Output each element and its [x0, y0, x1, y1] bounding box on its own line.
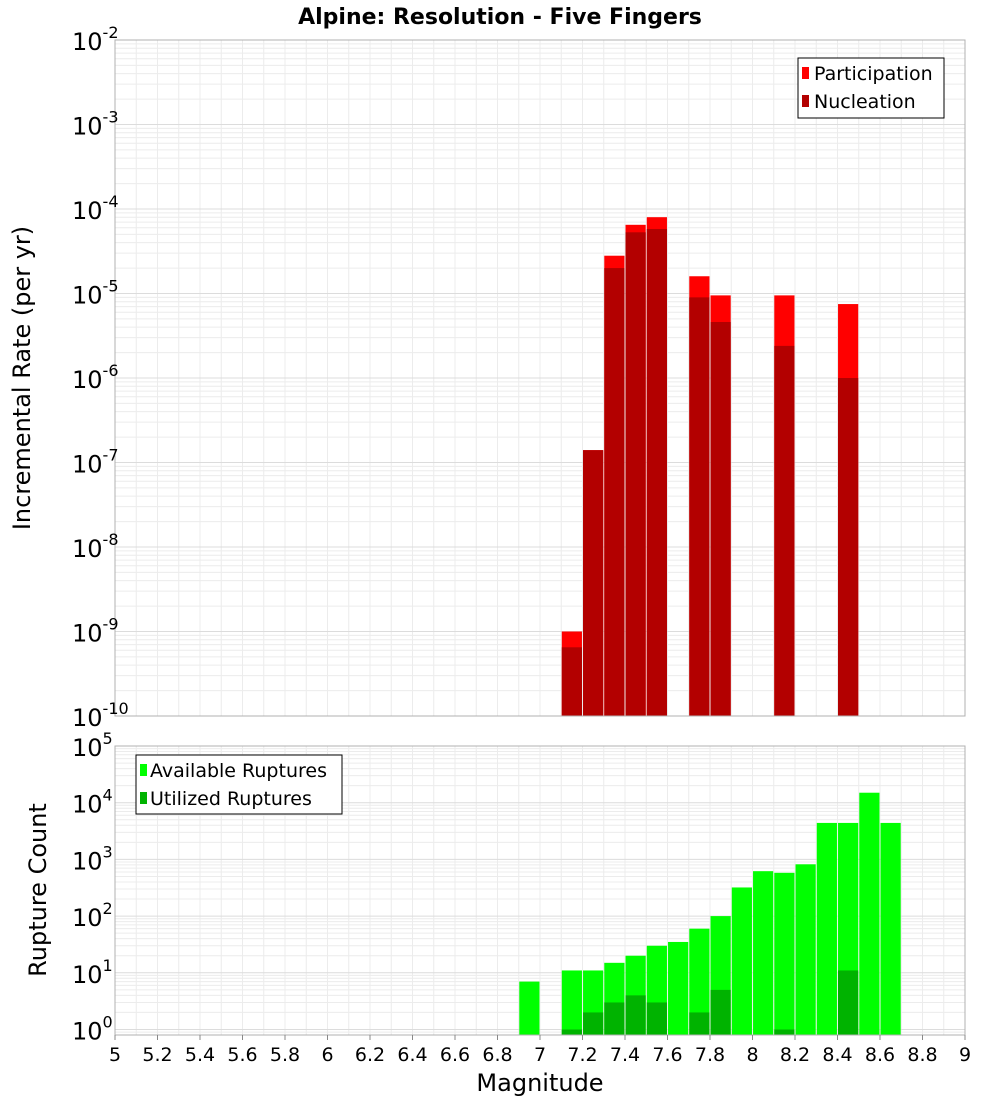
- bottom-bar-utilized-ruptures: [604, 1002, 625, 1035]
- bottom-y-tick-label: 101: [72, 956, 113, 989]
- bottom-y-ticks: 100 101 102 103 104 105: [72, 729, 113, 1046]
- top-y-tick-label: 10-3: [72, 108, 119, 141]
- legend-swatch-nucleation: [802, 95, 809, 107]
- top-legend: Participation Nucleation: [797, 57, 945, 119]
- top-bar-nucleation: [710, 321, 731, 716]
- top-bar-nucleation: [561, 647, 582, 716]
- bottom-y-tick-label: 102: [72, 899, 113, 932]
- x-axis-label: Magnitude: [476, 1069, 603, 1097]
- x-tick-label: 8: [746, 1044, 758, 1066]
- x-tick-label: 8.2: [780, 1044, 810, 1066]
- top-y-axis-label: Incremental Rate (per yr): [8, 226, 36, 530]
- bottom-bar-available-ruptures: [561, 970, 582, 1035]
- top-y-tick-label: 10-4: [72, 192, 119, 225]
- legend-label-nucleation: Nucleation: [814, 91, 916, 113]
- x-tick-label: 7.4: [610, 1044, 640, 1066]
- bottom-bar-utilized-ruptures: [838, 970, 859, 1035]
- bottom-bar-available-ruptures: [795, 864, 816, 1035]
- top-y-tick-label: 10-10: [72, 699, 129, 732]
- legend-swatch-available: [140, 764, 147, 776]
- bottom-bar-available-ruptures: [859, 792, 880, 1035]
- top-y-tick-label: 10-6: [72, 361, 119, 394]
- bottom-bar-available-ruptures: [689, 928, 710, 1035]
- top-y-tick-label: 10-9: [72, 615, 119, 648]
- x-tick-label: 6.8: [482, 1044, 512, 1066]
- top-bars: [561, 217, 859, 716]
- bottom-y-tick-label: 105: [72, 729, 113, 762]
- top-y-tick-label: 10-7: [72, 446, 119, 479]
- x-tick-label: 6.4: [397, 1044, 427, 1066]
- x-tick-label: 7.6: [652, 1044, 682, 1066]
- legend-label-utilized: Utilized Ruptures: [150, 788, 312, 810]
- bottom-bar-utilized-ruptures: [689, 1012, 710, 1035]
- x-tick-label: 8.8: [907, 1044, 937, 1066]
- bottom-bar-available-ruptures: [519, 981, 540, 1035]
- x-tick-label: 5.8: [270, 1044, 300, 1066]
- chart-title: Alpine: Resolution - Five Fingers: [298, 5, 702, 30]
- top-y-tick-label: 10-8: [72, 530, 119, 563]
- bottom-bar-available-ruptures: [731, 887, 752, 1035]
- bottom-bars: [519, 792, 901, 1035]
- top-bar-nucleation: [646, 228, 667, 716]
- legend-label-participation: Participation: [814, 63, 933, 85]
- bottom-legend: Available Ruptures Utilized Ruptures: [135, 754, 343, 815]
- x-tick-label: 5.4: [185, 1044, 215, 1066]
- x-tick-label: 7.2: [567, 1044, 597, 1066]
- bottom-bar-available-ruptures: [816, 822, 837, 1035]
- top-bar-nucleation: [689, 297, 710, 716]
- top-bar-nucleation: [774, 345, 795, 716]
- x-tick-label: 9: [959, 1044, 971, 1066]
- legend-swatch-participation: [802, 67, 809, 79]
- x-tick-label: 5: [109, 1044, 121, 1066]
- top-y-tick-label: 10-5: [72, 277, 119, 310]
- top-y-ticks: 10-10 10-9 10-8 10-7 10-6 10-5 10-4 10-3 10-2: [72, 23, 129, 732]
- bottom-bar-available-ruptures: [668, 941, 689, 1035]
- bottom-y-tick-label: 104: [72, 786, 113, 819]
- x-tick-label: 8.4: [822, 1044, 852, 1066]
- top-plot-border: [114, 39, 966, 717]
- bottom-bar-utilized-ruptures: [583, 1012, 604, 1035]
- x-tick-label: 6: [321, 1044, 333, 1066]
- legend-swatch-utilized: [140, 792, 147, 804]
- top-y-tick-label: 10-2: [72, 23, 119, 56]
- top-bar-nucleation: [604, 268, 625, 716]
- bottom-bar-available-ruptures: [774, 872, 795, 1035]
- bottom-bar-utilized-ruptures: [710, 989, 731, 1035]
- bottom-legend-box: [135, 754, 343, 815]
- bottom-bar-available-ruptures: [753, 871, 774, 1035]
- top-legend-box: [797, 57, 945, 119]
- x-tick-label: 6.6: [440, 1044, 470, 1066]
- x-tick-label: 5.6: [227, 1044, 257, 1066]
- bottom-y-tick-label: 103: [72, 842, 113, 875]
- x-tick-label: 7: [534, 1044, 546, 1066]
- bottom-y-tick-label: 100: [72, 1013, 113, 1046]
- x-tick-label: 6.2: [355, 1044, 385, 1066]
- bottom-bar-utilized-ruptures: [561, 1029, 582, 1035]
- participation-nucleation-panel: 10-10 10-9 10-8 10-7 10-6 10-5 10-4 10-3 10-2 In…: [8, 23, 966, 732]
- x-tick-label: 8.6: [865, 1044, 895, 1066]
- top-bar-nucleation: [583, 450, 604, 716]
- legend-label-available: Available Ruptures: [150, 760, 327, 782]
- x-axis-ticks: 5 5.2 5.4 5.6 5.8 6 6.2 6.4 6.6 6.8 7 7.2 7.4 7.6 7.8 8…: [109, 1035, 971, 1066]
- top-grid: [114, 39, 966, 717]
- x-tick-label: 7.8: [695, 1044, 725, 1066]
- rupture-count-panel: 100 101 102 103 104 105 Rupture Count Availab…: [24, 729, 966, 1046]
- bottom-y-axis-label: Rupture Count: [24, 803, 52, 977]
- top-bar-nucleation: [838, 378, 859, 716]
- bottom-bar-utilized-ruptures: [774, 1029, 795, 1035]
- bottom-bar-available-ruptures: [880, 822, 901, 1035]
- x-tick-label: 5.2: [142, 1044, 172, 1066]
- top-bar-nucleation: [625, 232, 646, 716]
- bottom-bar-utilized-ruptures: [625, 995, 646, 1035]
- bottom-bar-utilized-ruptures: [646, 1002, 667, 1035]
